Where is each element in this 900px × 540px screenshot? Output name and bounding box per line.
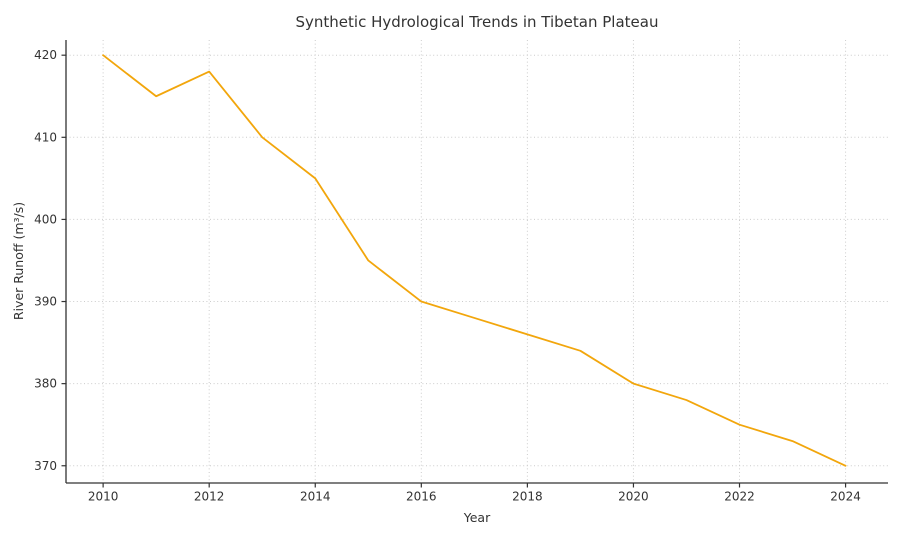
runoff-line	[102, 54, 847, 467]
y-tick-label: 380	[34, 377, 57, 391]
x-tick-label: 2012	[194, 490, 225, 504]
x-tick-label: 2022	[724, 490, 755, 504]
tick-label-layer: 2010 2012 2014 2016 2018 2020 2022 2024 370 380 39…	[34, 48, 861, 503]
x-tick-label: 2024	[830, 490, 861, 504]
grid-layer	[66, 40, 888, 483]
y-tick-label: 390	[34, 295, 57, 309]
series-layer	[102, 54, 847, 467]
y-axis-label: River Runoff (m³/s)	[11, 202, 26, 320]
x-axis-label: Year	[463, 510, 491, 525]
y-tick-label: 410	[34, 130, 57, 144]
y-tick-label: 370	[34, 459, 57, 473]
chart-title: Synthetic Hydrological Trends in Tibetan…	[296, 13, 659, 31]
tick-layer	[61, 54, 847, 488]
y-tick-label: 420	[34, 48, 57, 62]
x-tick-label: 2014	[300, 490, 331, 504]
y-tick-label: 400	[34, 212, 57, 226]
x-tick-label: 2018	[512, 490, 543, 504]
x-tick-label: 2016	[406, 490, 437, 504]
spine-layer	[65, 40, 888, 484]
x-tick-label: 2010	[88, 490, 119, 504]
x-tick-label: 2020	[618, 490, 649, 504]
